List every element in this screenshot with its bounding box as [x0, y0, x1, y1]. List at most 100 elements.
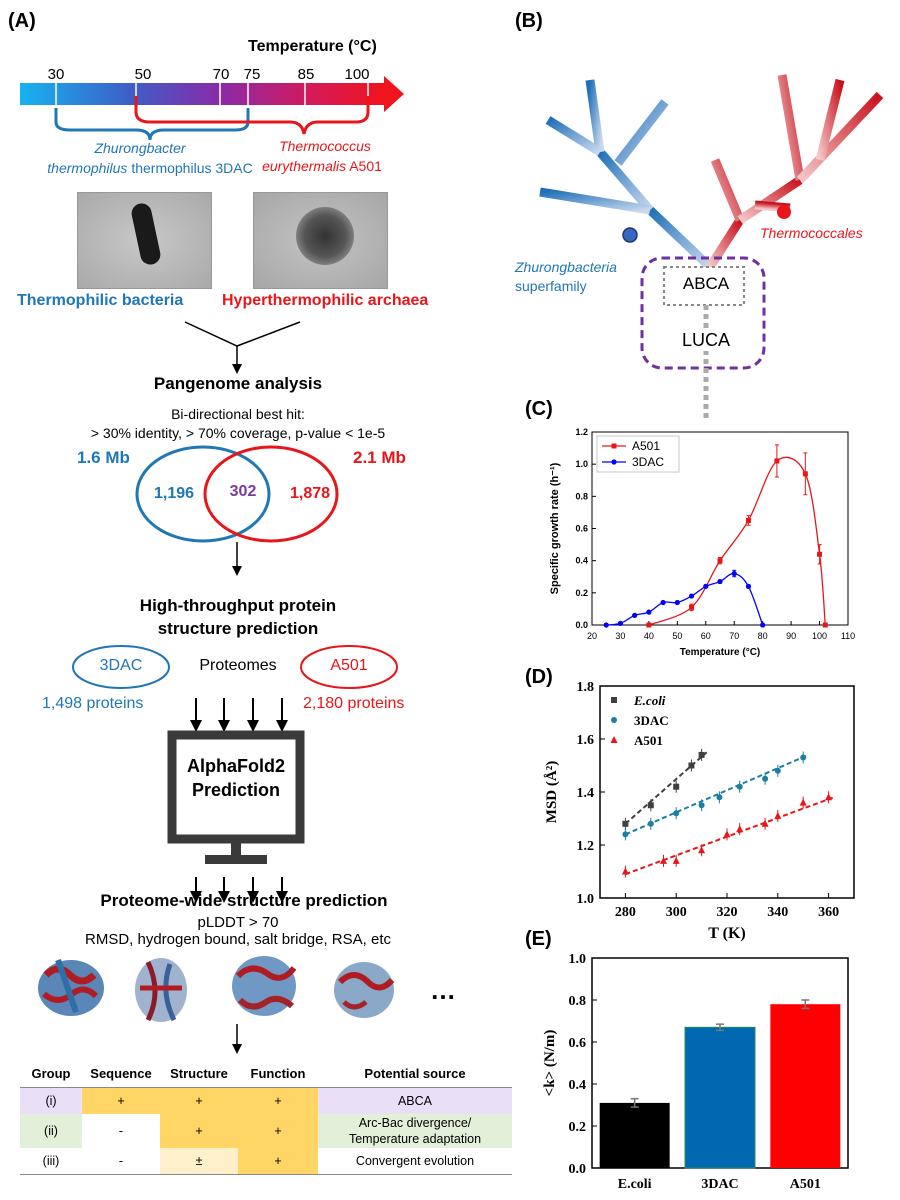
fit-line-3DAC	[625, 753, 809, 836]
y-tick-label: 0.8	[569, 994, 587, 1009]
data-point	[731, 570, 737, 577]
group-table: Group Sequence Structure Function Potent…	[20, 1059, 512, 1175]
archaea-range-brace	[134, 96, 370, 135]
data-point	[761, 819, 769, 827]
data-point	[745, 583, 752, 589]
col-group: Group	[31, 1065, 71, 1081]
x-tick-label: 110	[841, 631, 855, 641]
x-tick-label: 40	[644, 631, 654, 641]
data-point	[603, 622, 609, 628]
data-point	[774, 458, 780, 464]
superfamily-label: superfamily	[515, 278, 587, 294]
legend-marker	[611, 459, 617, 465]
type-archaea: Hyperthermophilic archaea	[222, 292, 429, 309]
x-tick-label: 100	[812, 631, 827, 641]
legend-box	[596, 435, 680, 473]
x-axis-label: Temperature (°C)	[680, 647, 761, 658]
y-tick-label: 0.0	[575, 620, 588, 630]
panel-a-label: (A)	[8, 10, 36, 32]
x-axis-label: T (K)	[708, 925, 745, 942]
abca-label: ABCA	[682, 274, 730, 293]
y-tick-label: 1.2	[577, 839, 595, 854]
bbh-line1: Bi-directional best hit:	[171, 406, 305, 422]
data-point	[660, 856, 667, 864]
data-point	[622, 820, 629, 827]
data-point	[673, 783, 680, 790]
merge-arrows	[184, 321, 301, 374]
y-axis-label: MSD (Å²)	[544, 761, 560, 823]
tick-30: 30	[47, 66, 65, 83]
zhurongbacteria-label: Zhurongbacteria	[515, 259, 617, 275]
legend-label: A501	[634, 733, 663, 748]
more-structures-ellipsis: …	[430, 975, 456, 1005]
y-axis-label: <k> (N/m)	[542, 1030, 558, 1097]
series-line-3DAC	[606, 572, 764, 626]
y-tick-label: 0.4	[569, 1078, 587, 1093]
y-tick-label: 1.0	[569, 952, 587, 967]
y-tick-label: 0.2	[569, 1120, 587, 1135]
data-point	[688, 762, 695, 769]
data-point	[717, 558, 723, 564]
protein-count-a501: 2,180 proteins	[303, 695, 405, 712]
data-point	[647, 802, 654, 809]
data-point	[723, 830, 731, 838]
y-tick-label: 1.0	[577, 892, 595, 907]
legend-marker	[610, 736, 618, 743]
luca-label: LUCA	[678, 330, 734, 351]
legend-label: 3DAC	[634, 713, 669, 728]
x-tick-label: 60	[701, 631, 711, 641]
bar-A501	[770, 1004, 841, 1168]
protein-structures	[38, 956, 395, 1054]
y-tick-label: 0.8	[575, 491, 588, 501]
alphafold-monitor	[167, 730, 305, 903]
venn-diagram	[135, 445, 339, 576]
plddt-filter: pLDDT > 70	[197, 914, 279, 931]
data-point	[689, 604, 695, 610]
tick-70: 70	[212, 66, 230, 83]
x-tick-label: 70	[729, 631, 739, 641]
x-tick-label: 280	[615, 905, 636, 920]
panel-e-label: (E)	[525, 928, 552, 950]
legend-marker	[611, 717, 617, 723]
y-tick-label: 0.6	[575, 524, 588, 534]
legend-label: E.coli	[633, 693, 666, 708]
data-point	[716, 794, 723, 801]
category-label: 3DAC	[701, 1177, 738, 1192]
protein-structure-2	[135, 958, 187, 1022]
pw-title: Proteome-wide structure prediction	[100, 891, 388, 910]
organism2-name: Thermococcus	[279, 138, 371, 154]
panel-d-label: (D)	[525, 666, 553, 688]
tick-50: 50	[134, 66, 152, 83]
protein-structure-3	[232, 956, 297, 1016]
protein-structure-1	[38, 959, 104, 1016]
category-label: A501	[790, 1177, 821, 1192]
y-tick-label: 1.6	[577, 733, 595, 748]
growth-rate-chart: 20 30 40 50 60 70 80 90 100 110 0.0 0.2 0.4 0.6 0.8 1.0…	[549, 427, 855, 658]
tick-100: 100	[344, 66, 370, 83]
data-point	[736, 825, 744, 833]
oval-3dac: 3DAC	[99, 657, 143, 674]
temperature-title: Temperature (°C)	[248, 38, 377, 55]
x-tick-label: 20	[587, 631, 597, 641]
gradient-rect	[20, 83, 384, 105]
y-tick-label: 0.4	[575, 556, 588, 566]
data-point	[698, 802, 705, 809]
y-tick-label: 1.4	[577, 786, 595, 801]
msd-chart: 280 300 320 340 360 1.0 1.2 1.4 1.6 1.8 T (K) MSD (…	[544, 680, 855, 942]
proteomes-label: Proteomes	[199, 657, 277, 674]
type-bacteria: Thermophilic bacteria	[17, 292, 184, 309]
data-point	[760, 622, 766, 628]
data-point	[822, 622, 828, 628]
panel-c-label: (C)	[525, 398, 553, 420]
x-tick-label: 320	[717, 905, 738, 920]
table-row: (ii) - + + Arc-Bac divergence/Temperatur…	[20, 1114, 512, 1148]
col-function: Function	[250, 1065, 306, 1081]
htp-line1: High-throughput protein	[139, 596, 337, 615]
x-tick-label: 360	[818, 905, 839, 920]
data-point	[646, 622, 652, 628]
oval-a501: A501	[330, 657, 368, 674]
data-point	[762, 775, 769, 782]
data-point	[736, 783, 743, 790]
table-header-row: Group Sequence Structure Function Potent…	[20, 1059, 512, 1088]
bar-3DAC	[684, 1026, 756, 1169]
